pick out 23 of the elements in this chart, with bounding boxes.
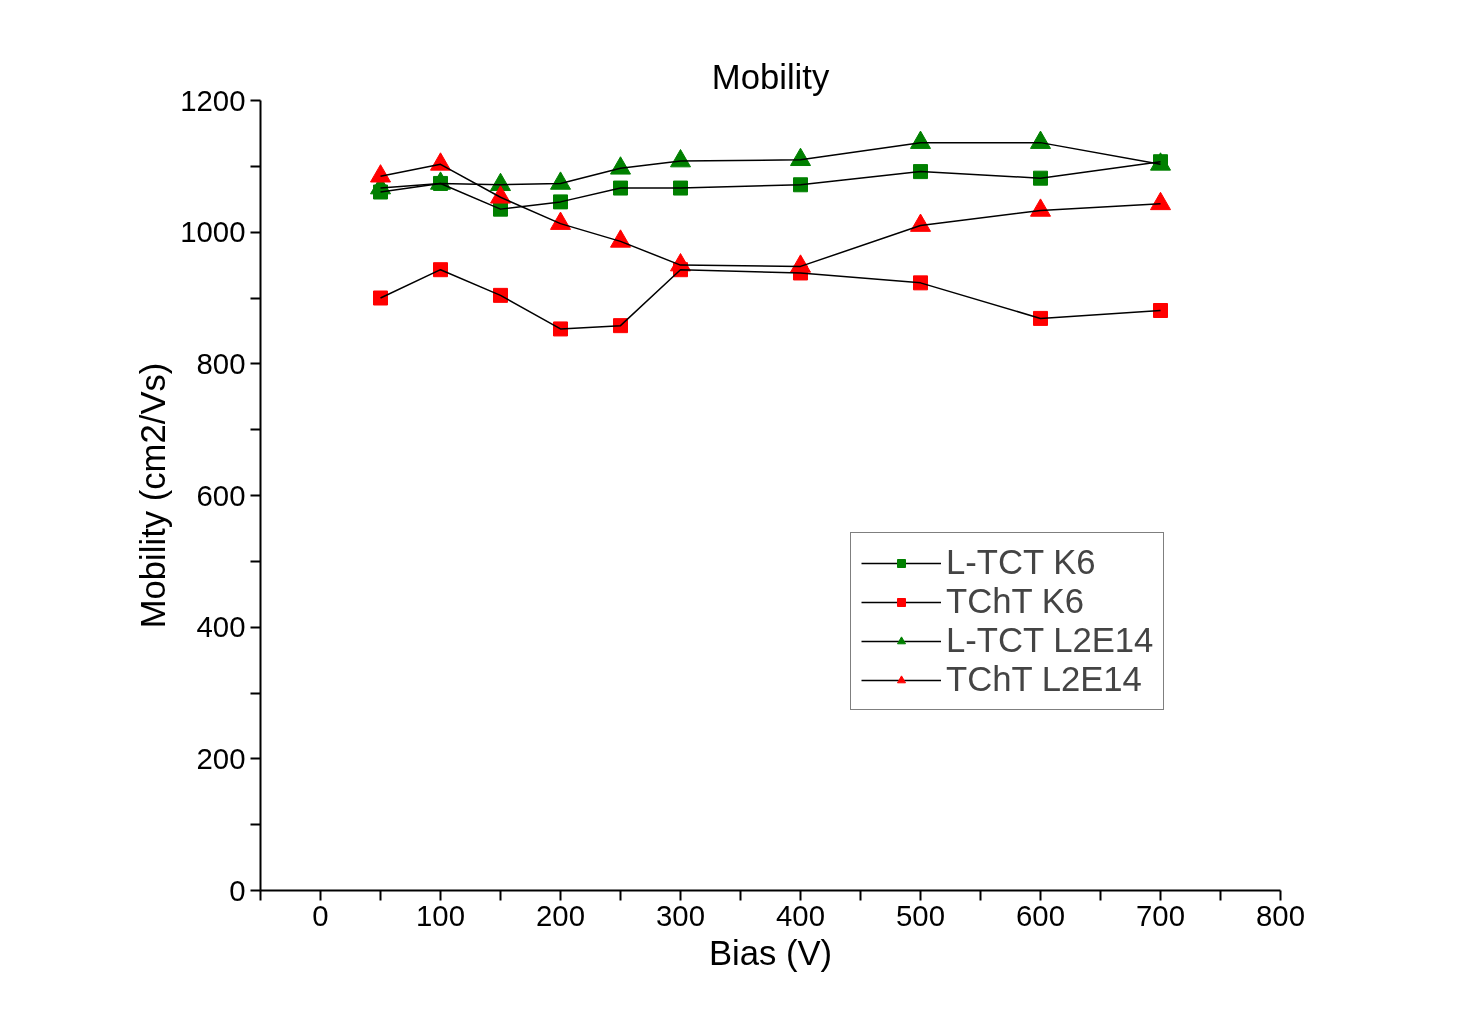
legend-label: TChT L2E14 (946, 660, 1142, 699)
y-tick-label: 1200 (180, 83, 246, 117)
y-tick-label: 200 (196, 741, 246, 775)
y-tick-label: 800 (196, 346, 246, 380)
x-tick-label: 0 (312, 898, 329, 932)
x-tick-label: 200 (536, 898, 585, 932)
x-tick-label: 400 (776, 898, 825, 932)
y-tick-label: 600 (196, 478, 246, 512)
y-tick-label: 1000 (180, 215, 246, 249)
chart-title: Mobility (711, 57, 830, 96)
x-tick-label: 300 (656, 898, 705, 932)
x-tick-label: 500 (896, 898, 945, 932)
x-axis-title: Bias (V) (708, 933, 833, 972)
x-tick-label: 700 (1136, 898, 1185, 932)
legend-label: L-TCT L2E14 (946, 621, 1154, 660)
y-tick-label: 400 (196, 610, 246, 644)
x-tick-label: 100 (416, 898, 465, 932)
y-tick-label: 0 (229, 873, 246, 907)
y-axis-title: Mobility (cm2/Vs) (134, 362, 173, 629)
legend-label: L-TCT K6 (946, 543, 1096, 582)
x-tick-label: 800 (1256, 898, 1305, 932)
legend-label: TChT K6 (946, 582, 1085, 621)
x-tick-label: 600 (1016, 898, 1065, 932)
